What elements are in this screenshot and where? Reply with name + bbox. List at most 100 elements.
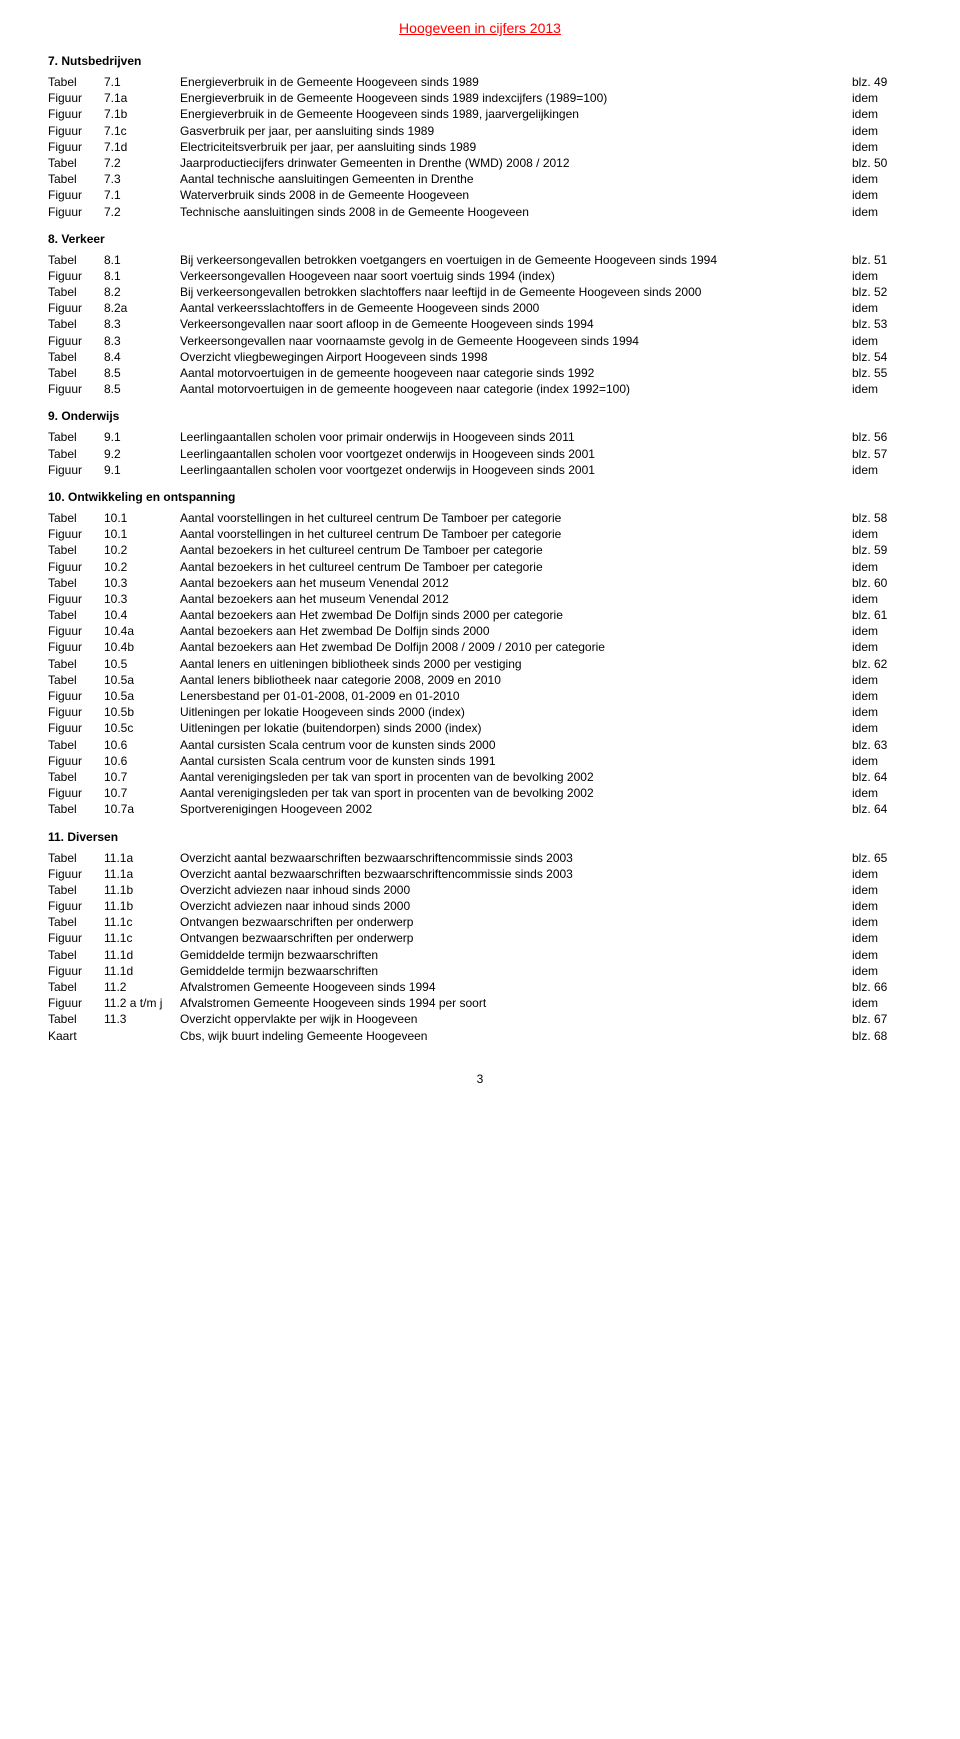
entry-number: 8.2a xyxy=(104,300,180,316)
entry-description: Sportverenigingen Hoogeveen 2002 xyxy=(180,801,852,817)
entry-description: Aantal bezoekers aan het museum Venendal… xyxy=(180,591,852,607)
toc-row: Figuur7.2Technische aansluitingen sinds … xyxy=(48,204,912,220)
entry-description: Verkeersongevallen naar soort afloop in … xyxy=(180,316,852,332)
entry-number: 9.2 xyxy=(104,446,180,462)
toc-row: Tabel11.2Afvalstromen Gemeente Hoogeveen… xyxy=(48,979,912,995)
entry-description: Electriciteitsverbruik per jaar, per aan… xyxy=(180,139,852,155)
toc-row: Figuur10.4bAantal bezoekers aan Het zwem… xyxy=(48,639,912,655)
entry-description: Ontvangen bezwaarschriften per onderwerp xyxy=(180,930,852,946)
entry-description: Bij verkeersongevallen betrokken voetgan… xyxy=(180,252,852,268)
entry-type: Figuur xyxy=(48,753,104,769)
entry-description: Energieverbruik in de Gemeente Hoogeveen… xyxy=(180,74,852,90)
toc-row: Tabel11.1aOverzicht aantal bezwaarschrif… xyxy=(48,850,912,866)
entry-description: Uitleningen per lokatie Hoogeveen sinds … xyxy=(180,704,852,720)
entry-number: 7.1 xyxy=(104,187,180,203)
entry-description: Overzicht aantal bezwaarschriften bezwaa… xyxy=(180,850,852,866)
toc-row: Tabel10.3Aantal bezoekers aan het museum… xyxy=(48,575,912,591)
entry-page: idem xyxy=(852,300,912,316)
entry-page: blz. 59 xyxy=(852,542,912,558)
entry-description: Aantal motorvoertuigen in de gemeente ho… xyxy=(180,381,852,397)
entry-type: Figuur xyxy=(48,333,104,349)
toc-row: Tabel10.7aSportverenigingen Hoogeveen 20… xyxy=(48,801,912,817)
entry-page: idem xyxy=(852,995,912,1011)
entry-page: blz. 63 xyxy=(852,737,912,753)
entry-page: blz. 49 xyxy=(852,74,912,90)
toc-row: Tabel11.1cOntvangen bezwaarschriften per… xyxy=(48,914,912,930)
entry-description: Aantal cursisten Scala centrum voor de k… xyxy=(180,737,852,753)
entry-number: 9.1 xyxy=(104,429,180,445)
entry-description: Aantal bezoekers aan Het zwembad De Dolf… xyxy=(180,607,852,623)
toc-row: Tabel7.3Aantal technische aansluitingen … xyxy=(48,171,912,187)
entry-description: Overzicht adviezen naar inhoud sinds 200… xyxy=(180,882,852,898)
entry-description: Aantal verenigingsleden per tak van spor… xyxy=(180,769,852,785)
entry-description: Overzicht aantal bezwaarschriften bezwaa… xyxy=(180,866,852,882)
entry-page: blz. 65 xyxy=(852,850,912,866)
section-title: 11. Diversen xyxy=(48,830,912,844)
toc-row: Figuur10.5bUitleningen per lokatie Hooge… xyxy=(48,704,912,720)
toc-row: Figuur7.1cGasverbruik per jaar, per aans… xyxy=(48,123,912,139)
toc-row: Tabel10.6Aantal cursisten Scala centrum … xyxy=(48,737,912,753)
toc-row: Tabel8.4Overzicht vliegbewegingen Airpor… xyxy=(48,349,912,365)
entry-number: 10.5b xyxy=(104,704,180,720)
toc-row: Tabel10.5Aantal leners en uitleningen bi… xyxy=(48,656,912,672)
entry-description: Aantal motorvoertuigen in de gemeente ho… xyxy=(180,365,852,381)
entry-page: blz. 62 xyxy=(852,656,912,672)
entry-page: idem xyxy=(852,753,912,769)
entry-page: idem xyxy=(852,187,912,203)
entry-page: blz. 52 xyxy=(852,284,912,300)
toc-row: Figuur7.1bEnergieverbruik in de Gemeente… xyxy=(48,106,912,122)
entry-type: Figuur xyxy=(48,187,104,203)
toc-row: Tabel7.1Energieverbruik in de Gemeente H… xyxy=(48,74,912,90)
entry-type: Tabel xyxy=(48,914,104,930)
entry-description: Aantal technische aansluitingen Gemeente… xyxy=(180,171,852,187)
entry-description: Overzicht adviezen naar inhoud sinds 200… xyxy=(180,898,852,914)
entry-number: 9.1 xyxy=(104,462,180,478)
entry-type: Tabel xyxy=(48,1011,104,1027)
entry-number: 7.2 xyxy=(104,155,180,171)
entry-page: blz. 54 xyxy=(852,349,912,365)
entry-number: 10.6 xyxy=(104,737,180,753)
entry-number: 10.4 xyxy=(104,607,180,623)
toc-row: Figuur11.1cOntvangen bezwaarschriften pe… xyxy=(48,930,912,946)
section-title: 10. Ontwikkeling en ontspanning xyxy=(48,490,912,504)
entry-type: Tabel xyxy=(48,575,104,591)
entry-number: 10.7 xyxy=(104,785,180,801)
entry-number: 10.4b xyxy=(104,639,180,655)
toc-row: Tabel11.1dGemiddelde termijn bezwaarschr… xyxy=(48,947,912,963)
entry-type: Tabel xyxy=(48,155,104,171)
entry-type: Figuur xyxy=(48,898,104,914)
entry-description: Overzicht vliegbewegingen Airport Hoogev… xyxy=(180,349,852,365)
entry-page: idem xyxy=(852,720,912,736)
toc-row: Tabel10.1Aantal voorstellingen in het cu… xyxy=(48,510,912,526)
entry-page: blz. 50 xyxy=(852,155,912,171)
entry-type: Tabel xyxy=(48,171,104,187)
toc-row: Tabel9.2Leerlingaantallen scholen voor v… xyxy=(48,446,912,462)
entry-page: idem xyxy=(852,704,912,720)
entry-type: Tabel xyxy=(48,979,104,995)
entry-page: blz. 55 xyxy=(852,365,912,381)
entry-page: blz. 60 xyxy=(852,575,912,591)
entry-type: Tabel xyxy=(48,737,104,753)
entry-page: idem xyxy=(852,171,912,187)
entry-page: idem xyxy=(852,204,912,220)
toc-row: Figuur8.3Verkeersongevallen naar voornaa… xyxy=(48,333,912,349)
entry-number: 11.1a xyxy=(104,850,180,866)
entry-type: Figuur xyxy=(48,462,104,478)
toc-row: Figuur8.2aAantal verkeersslachtoffers in… xyxy=(48,300,912,316)
entry-type: Figuur xyxy=(48,963,104,979)
entry-number: 8.5 xyxy=(104,381,180,397)
entry-type: Tabel xyxy=(48,672,104,688)
entry-number: 7.1a xyxy=(104,90,180,106)
entry-number: 8.5 xyxy=(104,365,180,381)
entry-description: Aantal leners bibliotheek naar categorie… xyxy=(180,672,852,688)
entry-description: Gemiddelde termijn bezwaarschriften xyxy=(180,963,852,979)
entry-number: 7.1d xyxy=(104,139,180,155)
entry-page: blz. 68 xyxy=(852,1028,912,1044)
toc-row: Tabel10.7Aantal verenigingsleden per tak… xyxy=(48,769,912,785)
entry-description: Aantal cursisten Scala centrum voor de k… xyxy=(180,753,852,769)
entry-description: Aantal bezoekers aan Het zwembad De Dolf… xyxy=(180,639,852,655)
entry-type: Kaart xyxy=(48,1028,104,1044)
entry-number: 10.6 xyxy=(104,753,180,769)
entry-type: Tabel xyxy=(48,882,104,898)
entry-number: 11.2 xyxy=(104,979,180,995)
